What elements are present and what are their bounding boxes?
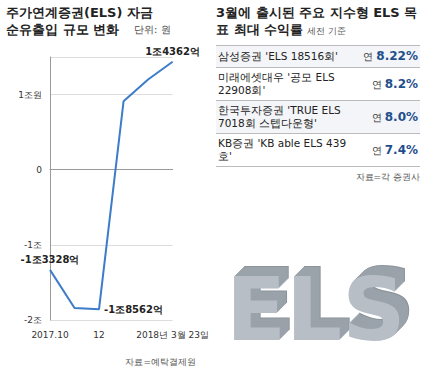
html-text:단위: 원: 단위: 원 [134, 24, 171, 35]
html-text:자료=예탁결제원: 자료=예탁결제원 [125, 357, 196, 367]
svg-text:-2조: -2조 [24, 315, 42, 325]
svg-text:12: 12 [93, 330, 104, 340]
html-text:한국투자증권 'TRUE ELS 7018회 스텝다운형': 한국투자증권 'TRUE ELS 7018회 스텝다운형' [218, 104, 341, 129]
html-text:연8.22%: 연8.22% [363, 49, 418, 63]
svg-text:1조4362억: 1조4362억 [145, 46, 200, 57]
html-text:3월에 출시된 주요 지수형 ELS 목표 최대 수익률 세: 3월에 출시된 주요 지수형 ELS 목표 최대 수익률 세전 기준 [216, 5, 418, 37]
html-text:연8.0%: 연8.0% [371, 109, 418, 124]
html-text:미래에셋대우 '공모 ELS 22908회': 미래에셋대우 '공모 ELS 22908회' [218, 71, 335, 96]
svg-text:2017.10: 2017.10 [31, 330, 68, 340]
svg-text:-1조: -1조 [24, 240, 42, 250]
svg-text:ELS: ELS [227, 257, 407, 360]
svg-text:ELS: ELS [226, 258, 406, 361]
svg-text:1조원: 1조원 [18, 90, 42, 100]
svg-text:-1조8562억: -1조8562억 [104, 304, 163, 315]
html-text:자료=각 증권사: 자료=각 증권사 [355, 172, 420, 182]
svg-text:2018년 3월 23일: 2018년 3월 23일 [136, 330, 209, 340]
svg-text:-1조3328억: -1조3328억 [21, 254, 80, 265]
html-text:주가연계증권(ELS) 자금 순유출입 규모 변화: 주가연계증권(ELS) 자금 순유출입 규모 변화 [6, 5, 153, 37]
html-text:연7.4%: 연7.4% [371, 142, 418, 157]
svg-text:0: 0 [36, 165, 42, 175]
html-text:KB증권 'KB able ELS 439호': KB증권 'KB able ELS 439호' [218, 137, 347, 162]
html-text:삼성증권 'ELS 18516회': 삼성증권 'ELS 18516회' [218, 50, 338, 62]
html-text:연8.2%: 연8.2% [371, 76, 418, 91]
